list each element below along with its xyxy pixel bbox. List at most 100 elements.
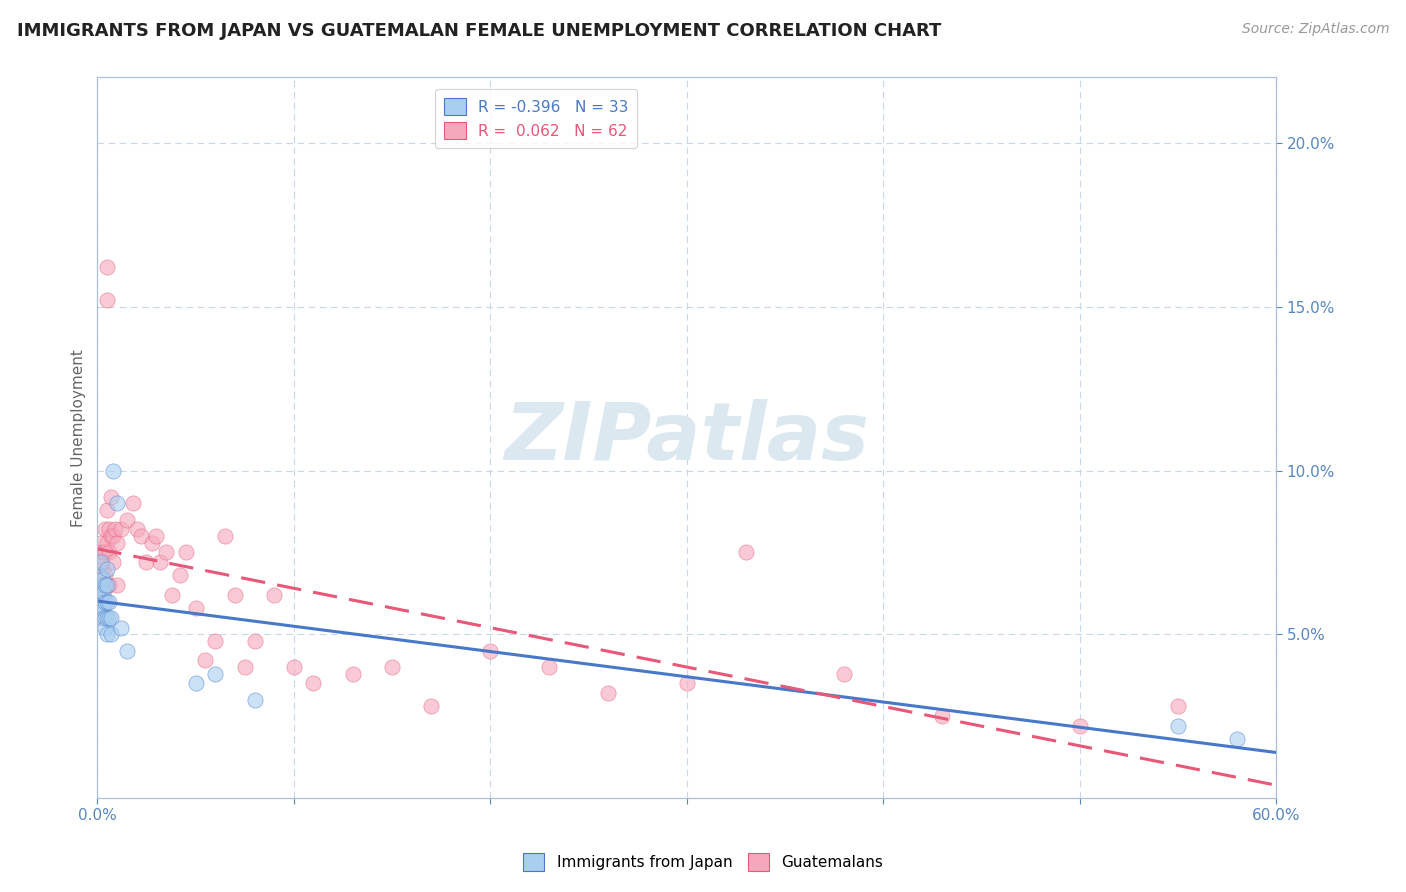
Point [342, 666, 364, 681]
Point [1167, 719, 1189, 733]
Point [224, 588, 246, 602]
Point [263, 588, 285, 602]
Point [135, 555, 157, 569]
Point [90, 555, 112, 569]
Point [96, 293, 118, 308]
Point [125, 523, 148, 537]
Point [89, 545, 111, 559]
Point [98, 578, 121, 592]
Point [94, 621, 117, 635]
Point [155, 545, 177, 559]
Point [160, 588, 183, 602]
Point [420, 699, 443, 714]
Point [96, 627, 118, 641]
Point [734, 545, 756, 559]
Point [91, 572, 114, 586]
Point [675, 676, 697, 690]
Legend: R = -0.396   N = 33, R =  0.062   N = 62: R = -0.396 N = 33, R = 0.062 N = 62 [434, 88, 637, 148]
Point [94, 594, 117, 608]
Point [184, 601, 207, 615]
Point [1167, 699, 1189, 714]
Point [145, 529, 167, 543]
Point [89, 568, 111, 582]
Point [233, 660, 256, 674]
Point [90, 555, 112, 569]
Point [100, 627, 122, 641]
Point [832, 666, 855, 681]
Point [98, 611, 121, 625]
Point [141, 535, 163, 549]
Point [121, 496, 143, 510]
Point [174, 545, 197, 559]
Y-axis label: Female Unemployment: Female Unemployment [72, 349, 86, 526]
Point [169, 568, 191, 582]
Point [302, 676, 325, 690]
Point [94, 568, 117, 582]
Point [243, 633, 266, 648]
Point [105, 535, 128, 549]
Point [96, 260, 118, 275]
Point [283, 660, 305, 674]
Point [214, 529, 236, 543]
Point [89, 568, 111, 582]
Point [91, 545, 114, 559]
Point [100, 611, 122, 625]
Point [90, 535, 112, 549]
Point [90, 578, 112, 592]
Point [101, 529, 124, 543]
Point [101, 463, 124, 477]
Point [538, 660, 561, 674]
Point [98, 545, 121, 559]
Text: IMMIGRANTS FROM JAPAN VS GUATEMALAN FEMALE UNEMPLOYMENT CORRELATION CHART: IMMIGRANTS FROM JAPAN VS GUATEMALAN FEMA… [17, 22, 941, 40]
Point [596, 686, 619, 700]
Point [931, 709, 953, 723]
Point [91, 584, 114, 599]
Point [105, 578, 128, 592]
Point [1069, 719, 1091, 733]
Point [91, 611, 114, 625]
Point [94, 578, 117, 592]
Point [1226, 732, 1249, 747]
Point [98, 523, 121, 537]
Point [94, 545, 117, 559]
Point [94, 523, 117, 537]
Legend: Immigrants from Japan, Guatemalans: Immigrants from Japan, Guatemalans [517, 847, 889, 877]
Point [129, 529, 152, 543]
Point [90, 601, 112, 615]
Point [94, 611, 117, 625]
Point [110, 621, 132, 635]
Point [381, 660, 404, 674]
Point [105, 496, 128, 510]
Point [243, 693, 266, 707]
Point [89, 584, 111, 599]
Point [100, 490, 122, 504]
Point [96, 594, 118, 608]
Point [110, 523, 132, 537]
Point [115, 643, 138, 657]
Point [89, 588, 111, 602]
Point [90, 568, 112, 582]
Point [91, 601, 114, 615]
Point [96, 503, 118, 517]
Point [104, 523, 127, 537]
Point [115, 513, 138, 527]
Text: ZIPatlas: ZIPatlas [505, 399, 869, 476]
Point [90, 588, 112, 602]
Point [204, 666, 226, 681]
Point [101, 555, 124, 569]
Text: Source: ZipAtlas.com: Source: ZipAtlas.com [1241, 22, 1389, 37]
Point [479, 643, 502, 657]
Point [91, 562, 114, 576]
Point [184, 676, 207, 690]
Point [204, 633, 226, 648]
Point [98, 594, 121, 608]
Point [91, 588, 114, 602]
Point [96, 562, 118, 576]
Point [96, 578, 118, 592]
Point [149, 555, 172, 569]
Point [90, 588, 112, 602]
Point [100, 529, 122, 543]
Point [96, 611, 118, 625]
Point [89, 594, 111, 608]
Point [194, 653, 217, 667]
